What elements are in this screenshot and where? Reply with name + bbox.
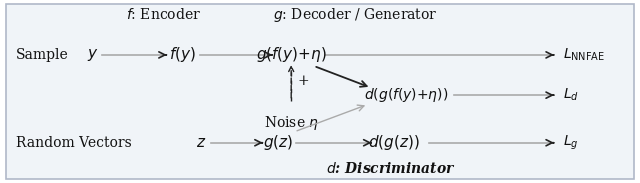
- Text: $\mathit{f}$: Encoder: $\mathit{f}$: Encoder: [125, 7, 201, 22]
- FancyBboxPatch shape: [6, 4, 634, 179]
- Text: $\mathbf{\mathit{f}}(\mathit{y})$: $\mathbf{\mathit{f}}(\mathit{y})$: [169, 45, 196, 64]
- Text: $L_g$: $L_g$: [563, 134, 579, 152]
- Text: $L_d$: $L_d$: [563, 87, 579, 103]
- Text: $\mathbf{\mathit{g}}(\mathbf{\mathit{f}}(\mathit{y}){+}\eta)$: $\mathbf{\mathit{g}}(\mathbf{\mathit{f}}…: [256, 45, 326, 64]
- Text: $\mathbf{\mathit{d}}$: Discriminator: $\mathbf{\mathit{d}}$: Discriminator: [326, 161, 455, 176]
- Text: $\mathbf{\mathit{d}}(\mathbf{\mathit{g}}(\mathit{z}))$: $\mathbf{\mathit{d}}(\mathbf{\mathit{g}}…: [368, 133, 419, 152]
- Text: Sample: Sample: [16, 48, 68, 62]
- Text: $\mathit{z}$: $\mathit{z}$: [196, 136, 207, 150]
- Text: Random Vectors: Random Vectors: [16, 136, 132, 150]
- Text: $\mathit{y}$: $\mathit{y}$: [87, 47, 99, 63]
- Text: +: +: [298, 74, 309, 87]
- Text: Noise $\eta$: Noise $\eta$: [264, 114, 319, 132]
- Text: $\mathbf{\mathit{d}}(\mathbf{\mathit{g}}(\mathbf{\mathit{f}}(\mathit{y}){+}\eta): $\mathbf{\mathit{d}}(\mathbf{\mathit{g}}…: [364, 86, 449, 104]
- Text: $\mathbf{\mathit{g}}(\mathit{z})$: $\mathbf{\mathit{g}}(\mathit{z})$: [263, 133, 294, 152]
- Text: $\mathit{g}$: Decoder / Generator: $\mathit{g}$: Decoder / Generator: [273, 6, 438, 24]
- Text: $L_{\mathrm{NNFAE}}$: $L_{\mathrm{NNFAE}}$: [563, 47, 605, 63]
